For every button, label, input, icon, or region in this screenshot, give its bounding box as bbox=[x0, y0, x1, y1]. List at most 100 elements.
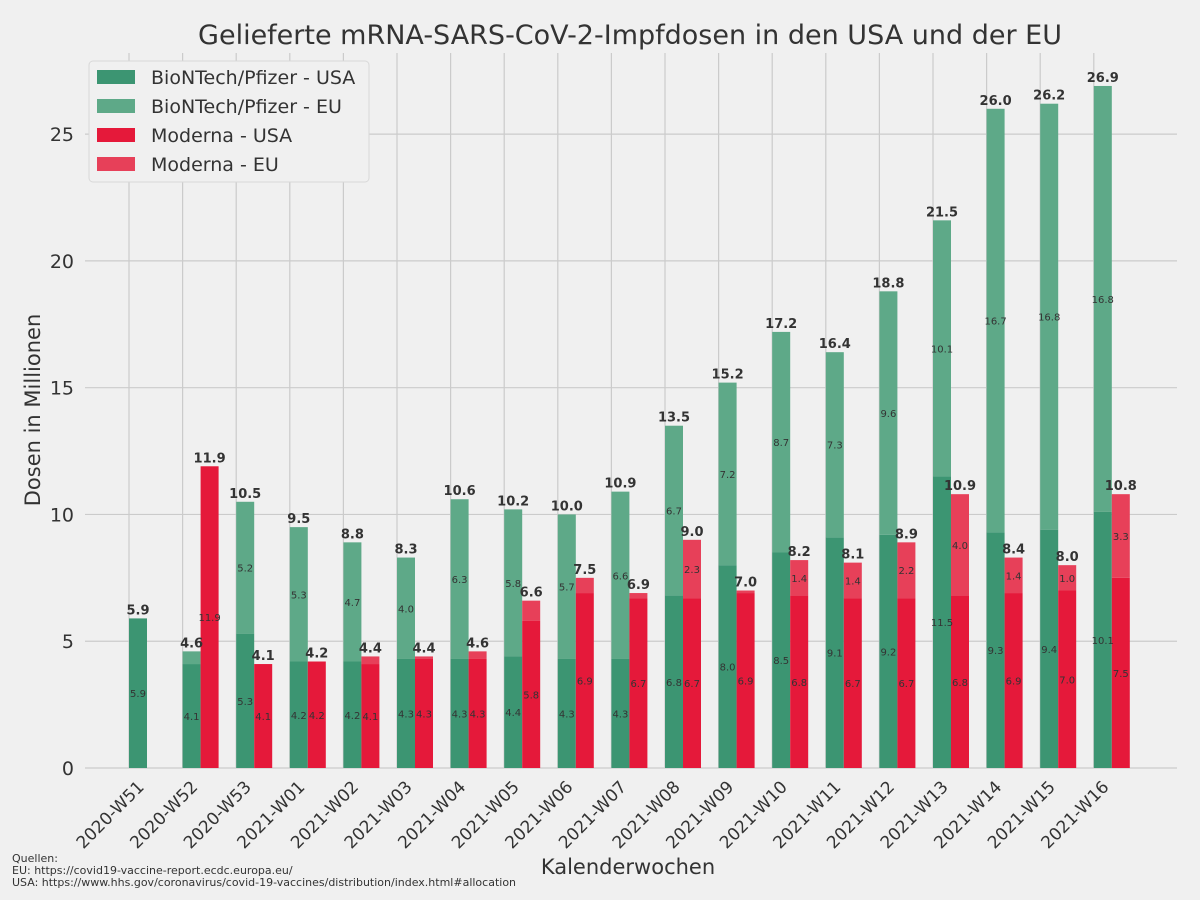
bar-segment bbox=[683, 539, 701, 599]
y-tick-label: 10 bbox=[50, 504, 74, 526]
total-label: 6.9 bbox=[627, 578, 650, 593]
segment-label: 4.3 bbox=[416, 709, 432, 720]
total-label: 6.6 bbox=[520, 586, 543, 601]
bar-segment bbox=[307, 661, 326, 768]
bar-segment bbox=[182, 664, 201, 768]
bar-segment bbox=[879, 291, 898, 535]
total-label: 10.0 bbox=[551, 499, 583, 514]
bar-segment bbox=[182, 651, 201, 665]
total-label: 8.2 bbox=[788, 545, 811, 560]
segment-label: 4.2 bbox=[291, 711, 307, 722]
bar-segment bbox=[415, 658, 433, 768]
legend-label: Moderna - EU bbox=[151, 154, 279, 176]
bar-segment bbox=[397, 557, 415, 659]
segment-label: 6.8 bbox=[952, 678, 968, 689]
bar-segment bbox=[361, 664, 380, 768]
legend-label: BioNTech/Pfizer - USA bbox=[151, 67, 355, 89]
bar-segment bbox=[772, 552, 791, 768]
total-label: 4.1 bbox=[252, 649, 275, 664]
total-label: 26.9 bbox=[1087, 71, 1119, 86]
bar-segment bbox=[522, 620, 541, 768]
bar-segment bbox=[951, 595, 969, 768]
bar-segment bbox=[1004, 557, 1023, 594]
bar-segment bbox=[575, 593, 594, 768]
y-tick-label: 25 bbox=[50, 124, 74, 146]
bar-segment bbox=[1111, 577, 1130, 768]
segment-label: 7.3 bbox=[827, 441, 843, 452]
x-axis-label: Kalenderwochen bbox=[541, 855, 715, 879]
bar-segment bbox=[843, 598, 862, 768]
bar-segment bbox=[897, 542, 916, 599]
total-label: 26.0 bbox=[980, 94, 1012, 109]
bar-segment bbox=[665, 595, 683, 768]
segment-label: 11.9 bbox=[198, 613, 220, 624]
total-label: 11.9 bbox=[194, 451, 226, 466]
segment-label: 6.6 bbox=[612, 571, 628, 582]
y-tick-label: 20 bbox=[50, 251, 74, 273]
segment-label: 6.7 bbox=[666, 507, 682, 518]
total-label: 8.8 bbox=[341, 527, 364, 542]
bar-segment bbox=[683, 598, 701, 768]
bar-segment bbox=[343, 661, 362, 768]
total-label: 4.6 bbox=[180, 636, 203, 651]
segment-label: 8.5 bbox=[773, 656, 789, 667]
segment-label: 7.2 bbox=[720, 470, 736, 481]
bar-segment bbox=[504, 509, 523, 657]
bar-segment bbox=[736, 593, 755, 768]
bar-segment bbox=[361, 656, 380, 665]
segment-label: 6.7 bbox=[898, 679, 914, 690]
total-label: 4.4 bbox=[359, 641, 382, 656]
data-labels: 5.95.94.111.94.611.95.35.24.110.54.14.25… bbox=[126, 71, 1136, 723]
bar-segment bbox=[933, 220, 951, 477]
bar-segment bbox=[1004, 593, 1023, 768]
legend-swatch bbox=[97, 99, 135, 113]
bar-segment bbox=[933, 476, 951, 768]
bar-segment bbox=[736, 590, 755, 594]
segment-label: 10.1 bbox=[1092, 636, 1114, 647]
bar-segment bbox=[522, 600, 541, 621]
segment-label: 9.3 bbox=[988, 646, 1004, 657]
total-label: 15.2 bbox=[712, 368, 744, 383]
segment-label: 7.0 bbox=[1059, 675, 1075, 686]
bar-segment bbox=[200, 466, 219, 768]
segment-label: 9.4 bbox=[1041, 645, 1057, 656]
segment-label: 6.8 bbox=[791, 678, 807, 689]
segment-label: 1.0 bbox=[1059, 574, 1075, 585]
segment-label: 16.8 bbox=[1092, 295, 1114, 306]
segment-label: 4.3 bbox=[452, 709, 468, 720]
segment-label: 4.0 bbox=[398, 604, 414, 615]
segment-label: 5.8 bbox=[505, 579, 521, 590]
bar-segment bbox=[254, 664, 273, 768]
bar-segment bbox=[611, 491, 630, 659]
total-label: 10.9 bbox=[944, 479, 976, 494]
bar-segment bbox=[665, 425, 683, 596]
segment-label: 2.2 bbox=[898, 566, 914, 577]
bar-segment bbox=[236, 501, 255, 634]
bar-segment bbox=[236, 633, 255, 768]
segment-label: 6.3 bbox=[452, 575, 468, 586]
segment-label: 2.3 bbox=[684, 565, 700, 576]
bar-segment bbox=[1040, 103, 1059, 530]
total-label: 5.9 bbox=[126, 603, 149, 618]
segment-label: 5.7 bbox=[559, 583, 575, 594]
bar-segment bbox=[468, 651, 487, 659]
segment-label: 9.2 bbox=[880, 647, 896, 658]
segment-label: 4.3 bbox=[398, 709, 414, 720]
segment-label: 5.9 bbox=[130, 689, 146, 700]
bar-segment bbox=[897, 598, 916, 768]
segment-label: 5.3 bbox=[237, 697, 253, 708]
total-label: 10.8 bbox=[1105, 479, 1137, 494]
bar-segment bbox=[289, 527, 308, 662]
segment-label: 8.7 bbox=[773, 438, 789, 449]
segment-label: 1.4 bbox=[791, 574, 807, 585]
bar-segment bbox=[504, 656, 523, 768]
segment-label: 7.5 bbox=[1113, 669, 1129, 680]
segment-label: 4.2 bbox=[309, 711, 325, 722]
segment-label: 6.7 bbox=[845, 679, 861, 690]
total-label: 10.2 bbox=[497, 494, 529, 509]
segment-label: 16.7 bbox=[984, 316, 1006, 327]
segment-label: 6.8 bbox=[666, 678, 682, 689]
bar-segment bbox=[1093, 85, 1112, 512]
